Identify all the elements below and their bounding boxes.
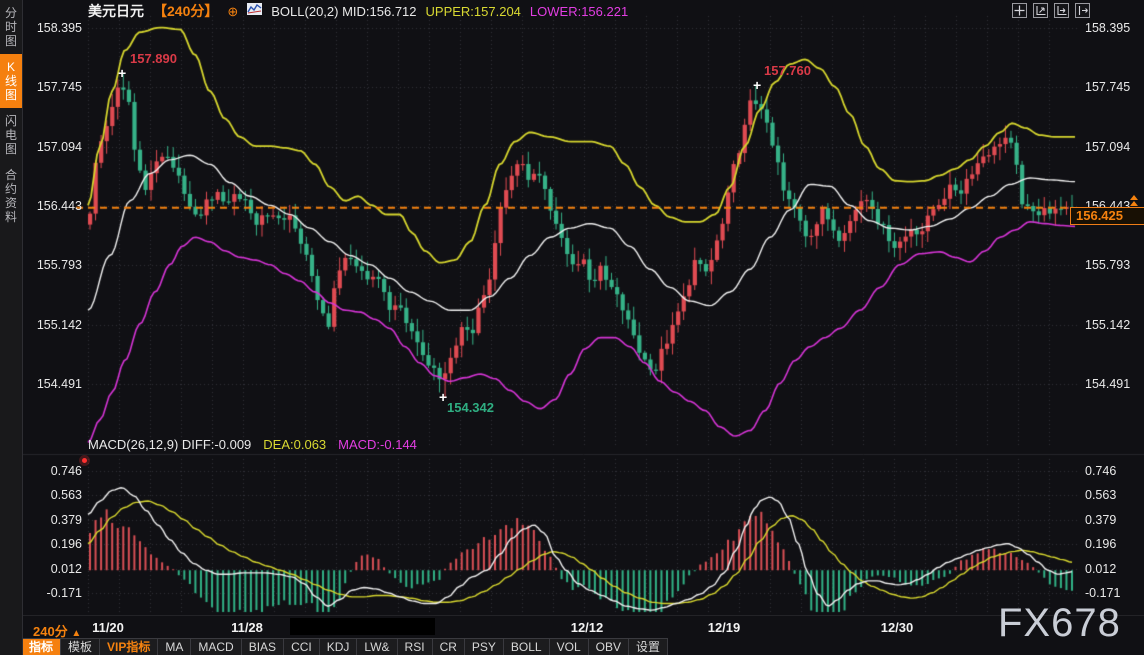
plus-circle-icon[interactable]: ⊕ — [227, 3, 239, 19]
toolbar-button-macd[interactable]: MACD — [191, 639, 242, 655]
high-cross-marker-icon: + — [753, 77, 762, 93]
macd-params-readout: MACD(26,12,9) DIFF:-0.009 — [88, 437, 252, 452]
macd-axis-label: 0.196 — [50, 537, 82, 551]
time-axis-label: 11/20 — [92, 620, 124, 635]
current-price-badge: 156.425 — [1070, 207, 1144, 225]
period-selector[interactable]: 240分 ▲ — [33, 624, 82, 639]
time-axis-label: 12/30 — [880, 620, 914, 635]
macd-axis-label: 0.379 — [1085, 513, 1117, 527]
price-marker-icon — [1130, 195, 1138, 207]
toolbar-button-ma[interactable]: MA — [158, 639, 192, 655]
macd-axis-label: -0.171 — [1085, 586, 1121, 600]
sidebar-item-contract-info[interactable]: 合约资料 — [4, 168, 17, 224]
chart-thumbnail-icon — [247, 2, 263, 20]
low-annotation: 154.342 — [447, 400, 494, 415]
indicator-toolbar: 指标 模板 VIP指标 MA MACD BIAS CCI KDJ LW& RSI… — [22, 638, 668, 655]
zoom-vertical-icon[interactable] — [1033, 3, 1048, 18]
boll-lower-readout: LOWER:156.221 — [529, 3, 629, 19]
macd-header: MACD(26,12,9) DIFF:-0.009 DEA:0.063 MACD… — [88, 437, 417, 452]
toolbar-button-vip-indicator[interactable]: VIP指标 — [100, 639, 159, 655]
toolbar-button-indicator[interactable]: 指标 — [22, 639, 62, 655]
crosshair-icon[interactable] — [1012, 3, 1027, 18]
toolbar-button-kdj[interactable]: KDJ — [319, 639, 358, 655]
toolbar-button-cci[interactable]: CCI — [284, 639, 320, 655]
symbol-title: 美元日元 — [88, 3, 144, 19]
price-axis-label: 154.491 — [1085, 377, 1131, 391]
period-label[interactable]: 【240分】 — [153, 3, 219, 19]
macd-axis-label: -0.171 — [46, 586, 82, 600]
up-arrow-icon: ▲ — [71, 628, 82, 639]
high-annotation: 157.890 — [130, 51, 177, 66]
price-axis-label: 157.745 — [1085, 80, 1131, 94]
watermark: FX678 — [998, 601, 1121, 645]
toolbar-button-lw[interactable]: LW& — [357, 639, 398, 655]
sidebar-item-kline-chart[interactable]: K线图 — [0, 54, 22, 108]
price-axis-label: 157.745 — [36, 80, 82, 94]
sidebar-item-timeshare-chart[interactable]: 分时图 — [4, 6, 17, 48]
boll-mid-readout: BOLL(20,2) MID:156.712 — [271, 3, 417, 19]
low-cross-marker-icon: + — [439, 389, 448, 405]
high-annotation: 157.760 — [764, 63, 811, 78]
price-axis-label: 157.094 — [1085, 140, 1131, 154]
sidebar-item-flash-chart[interactable]: 闪电图 — [4, 114, 17, 156]
price-axis-label: 156.443 — [36, 199, 82, 213]
price-axis-label: 155.793 — [36, 258, 82, 272]
toolbar-button-rsi[interactable]: RSI — [397, 639, 433, 655]
price-axis-label: 155.142 — [1085, 318, 1131, 332]
price-axis-label: 158.395 — [1085, 21, 1131, 35]
toolbar-button-vol[interactable]: VOL — [549, 639, 589, 655]
chart-header: 美元日元 【240分】 ⊕ BOLL(20,2) MID:156.712 UPP… — [88, 2, 628, 20]
macd-value-readout: MACD:-0.144 — [338, 437, 417, 452]
time-axis-label: 12/12 — [570, 620, 604, 635]
macd-axis-label: 0.746 — [1085, 464, 1117, 478]
toolbar-button-psy[interactable]: PSY — [464, 639, 504, 655]
macd-axis-label: 0.563 — [1085, 488, 1117, 502]
zoom-horizontal-icon[interactable] — [1054, 3, 1069, 18]
pan-right-icon[interactable] — [1075, 3, 1090, 18]
macd-axis-label: 0.746 — [50, 464, 82, 478]
h-scrollbar-thumb[interactable] — [290, 618, 435, 635]
high-cross-marker-icon: + — [118, 65, 127, 81]
indicator-dot-icon — [82, 458, 87, 463]
price-axis-label: 158.395 — [36, 21, 82, 35]
macd-axis-label: 0.563 — [50, 488, 82, 502]
sidebar: 分时图 K线图 闪电图 合约资料 — [0, 0, 23, 655]
macd-axis-label: 0.379 — [50, 513, 82, 527]
macd-axis-label: 0.012 — [50, 562, 82, 576]
macd-dea-readout: DEA:0.063 — [263, 437, 327, 452]
toolbar-button-cr[interactable]: CR — [432, 639, 465, 655]
price-axis-label: 155.793 — [1085, 258, 1131, 272]
toolbar-button-obv[interactable]: OBV — [588, 639, 629, 655]
toolbar-button-boll[interactable]: BOLL — [503, 639, 550, 655]
price-axis-label: 154.491 — [36, 377, 82, 391]
macd-axis-label: 0.196 — [1085, 537, 1117, 551]
time-axis-label: 11/28 — [231, 620, 263, 635]
time-axis-label: 12/19 — [707, 620, 741, 635]
time-axis: 240分 ▲ 11/20 11/28 12/12 12/19 12/30 — [0, 615, 1144, 639]
toolbar-button-settings[interactable]: 设置 — [628, 639, 668, 655]
chart-tools — [1012, 3, 1090, 18]
boll-upper-readout: UPPER:157.204 — [425, 3, 521, 19]
price-axis-label: 157.094 — [36, 140, 82, 154]
price-axis-label: 155.142 — [36, 318, 82, 332]
macd-axis-label: 0.012 — [1085, 562, 1117, 576]
toolbar-button-bias[interactable]: BIAS — [241, 639, 285, 655]
toolbar-button-template[interactable]: 模板 — [61, 639, 101, 655]
